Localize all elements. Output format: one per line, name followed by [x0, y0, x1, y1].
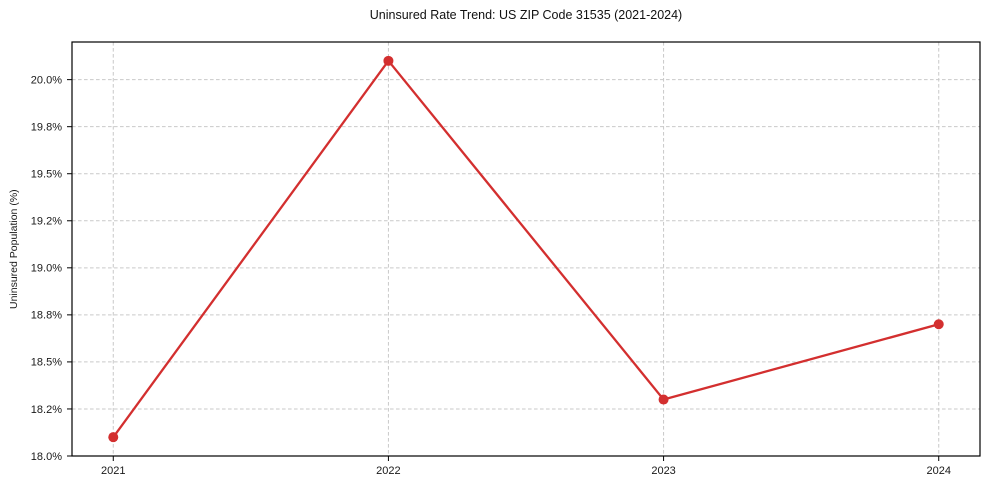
y-tick-label: 19.2%	[31, 216, 62, 228]
y-tick-label: 18.8%	[31, 310, 62, 322]
chart-title: Uninsured Rate Trend: US ZIP Code 31535 …	[369, 8, 683, 22]
y-tick-label: 18.2%	[31, 404, 62, 416]
x-tick-label: 2024	[926, 465, 950, 477]
y-tick-label: 19.8%	[31, 121, 62, 133]
data-point-marker	[933, 319, 944, 330]
y-tick-label: 18.5%	[31, 357, 62, 369]
y-tick-label: 19.0%	[31, 263, 62, 275]
data-point-marker	[108, 432, 119, 443]
y-tick-label: 20.0%	[31, 74, 62, 86]
y-tick-label: 19.5%	[31, 169, 62, 181]
plot-border	[71, 41, 981, 457]
trend-line	[112, 59, 940, 439]
data-point-marker	[383, 55, 394, 66]
data-point-marker	[658, 394, 669, 405]
x-tick-label: 2022	[376, 465, 400, 477]
plot-area: 18.0% 18.2% 18.5% 18.8% 19.0% 19.2% 19.5% 19.8%…	[31, 41, 981, 477]
x-tick-label: 2021	[101, 465, 125, 477]
y-axis-label: Uninsured Population (%)	[8, 189, 20, 309]
x-tick-label: 2023	[651, 465, 675, 477]
y-tick-label: 18.0%	[31, 451, 62, 463]
